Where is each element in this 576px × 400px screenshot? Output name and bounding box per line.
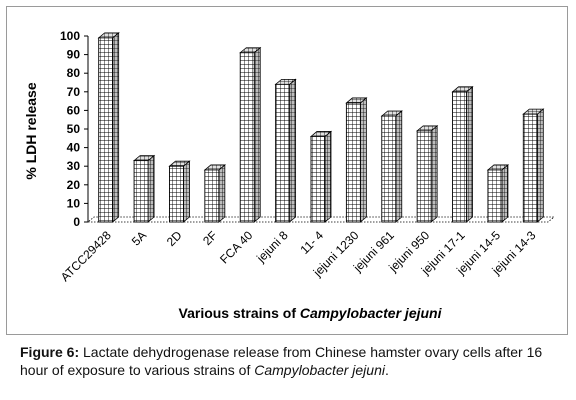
bar-side — [359, 97, 367, 223]
bar — [97, 32, 120, 223]
figure-caption: Figure 6: Lactate dehydrogenase release … — [20, 343, 565, 379]
bar-side — [183, 160, 190, 223]
y-tick-label: 40 — [67, 141, 81, 155]
y-axis-title: % LDH release — [23, 82, 39, 179]
caption-end: . — [384, 362, 389, 378]
y-tick-label: 30 — [67, 159, 81, 173]
caption-italic: Campylobacter jejuni — [254, 362, 385, 378]
bar-side — [536, 108, 544, 223]
bar-side — [430, 125, 438, 223]
bar-front — [133, 160, 149, 223]
bar-front — [310, 135, 326, 223]
bar — [416, 125, 439, 223]
x-tick-label: 2D — [164, 228, 185, 249]
bar — [274, 78, 297, 223]
bar-front — [416, 130, 432, 223]
y-tick-label: 80 — [67, 66, 81, 80]
bar — [345, 97, 368, 223]
bar-front — [239, 52, 255, 223]
y-tick-label: 90 — [67, 48, 81, 62]
y-axis: 0 10 20 30 40 50 60 70 80 90 100 — [60, 29, 89, 229]
y-tick-label: 60 — [67, 103, 81, 117]
y-tick-label: 20 — [67, 178, 81, 192]
y-tick-label: 70 — [67, 85, 81, 99]
x-tick-label: ATCC29428 — [58, 228, 114, 284]
y-tick-label: 0 — [73, 215, 80, 229]
x-tick-label: jejuni 8 — [253, 228, 291, 266]
x-axis-title: Various strains of Campylobacter jejuni — [179, 305, 443, 321]
bar — [203, 164, 226, 223]
bar-front — [275, 83, 291, 223]
bar-side — [501, 164, 509, 223]
bar-front — [345, 102, 361, 223]
bar-front — [522, 113, 538, 223]
x-tick-label: 11- 4 — [298, 228, 327, 257]
bar-side — [324, 130, 332, 223]
bar-chart: 0 10 20 30 40 50 60 70 80 90 100 ATCC29428 5A 2D 2FFC… — [23, 29, 556, 321]
bar — [309, 130, 333, 223]
bar-side — [147, 154, 155, 223]
x-axis-title-italic: Campylobacter jejuni — [300, 305, 443, 321]
bar-side — [395, 110, 403, 223]
bar-front — [487, 169, 503, 223]
x-axis-title-prefix: Various strains of — [179, 305, 300, 321]
bar — [168, 160, 191, 223]
bar-front — [452, 91, 467, 223]
bar-side — [218, 164, 226, 223]
bar-front — [98, 37, 114, 223]
bar — [239, 46, 262, 223]
bar — [486, 164, 510, 223]
bar — [522, 108, 545, 223]
caption-label: Figure 6: — [20, 344, 80, 360]
bar-front — [381, 115, 397, 223]
bar — [451, 85, 474, 223]
y-tick-label: 10 — [67, 196, 81, 210]
bar-side — [253, 46, 261, 223]
bar-front — [204, 169, 220, 223]
caption-text: Lactate dehydrogenase release from Chine… — [20, 344, 543, 378]
x-tick-label: FCA 40 — [217, 228, 255, 266]
bar-front — [169, 165, 184, 223]
x-tick-label: 5A — [129, 228, 149, 248]
bar-side — [112, 32, 120, 223]
bar — [380, 110, 403, 223]
bar — [132, 154, 156, 223]
y-tick-label: 50 — [67, 122, 81, 136]
bar-side — [466, 85, 473, 223]
y-tick-label: 100 — [60, 29, 80, 43]
bar-side — [289, 78, 297, 223]
x-tick-label: 2F — [200, 228, 220, 248]
bars — [97, 32, 545, 223]
